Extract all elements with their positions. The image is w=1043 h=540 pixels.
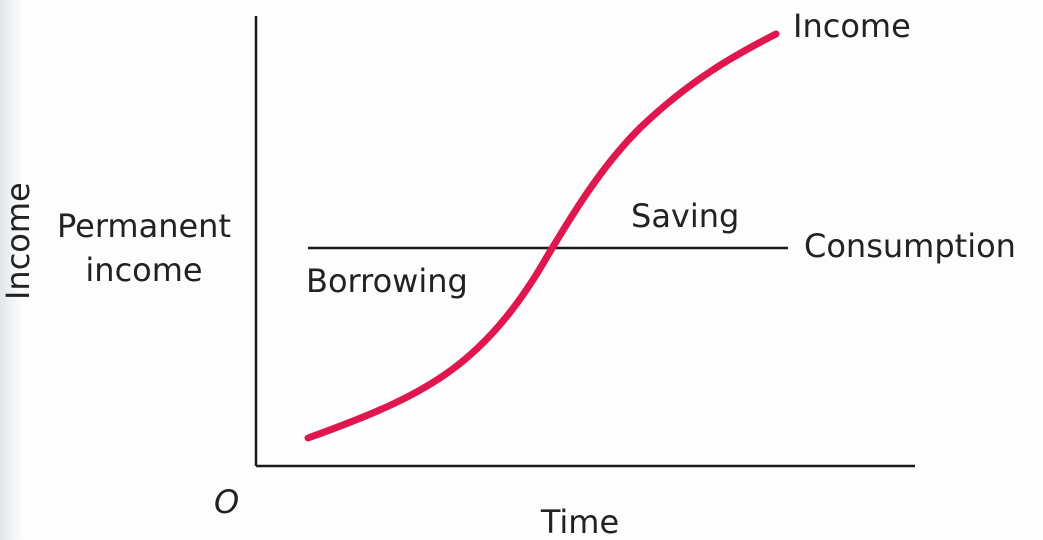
permanent-income-label: Permanent income — [44, 210, 244, 286]
origin-label: O — [214, 483, 240, 521]
x-axis-title: Time — [540, 503, 620, 540]
saving-region-label: Saving — [631, 197, 740, 235]
y-axis-title: Income — [0, 182, 37, 300]
permanent-income-label-line1: Permanent — [56, 207, 231, 245]
income-curve-label: Income — [793, 7, 911, 45]
permanent-income-label-line2: income — [85, 251, 203, 289]
income-curve — [304, 30, 780, 442]
consumption-line-label: Consumption — [804, 227, 1016, 265]
borrowing-region-label: Borrowing — [306, 262, 468, 300]
